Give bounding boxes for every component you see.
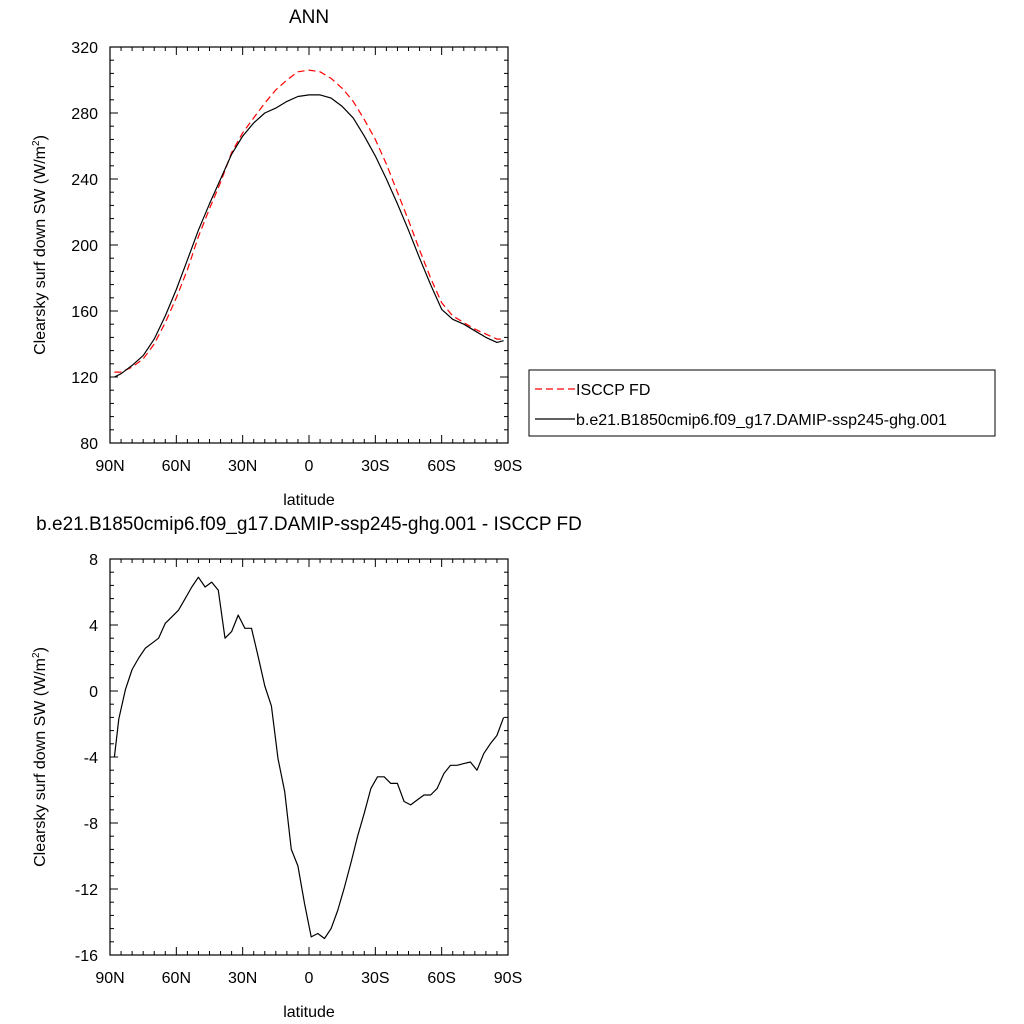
bot-x-tick-label: 60S [427, 970, 455, 987]
top-x-tick-label: 60S [427, 458, 455, 475]
bot-y-tick-label: -8 [84, 816, 98, 833]
top-x-tick-label: 0 [305, 458, 314, 475]
bot-x-tick-label: 90N [95, 970, 124, 987]
bot-y-tick-label: 4 [89, 618, 98, 635]
top-y-tick-label: 240 [71, 172, 98, 189]
top-y-tick-label: 200 [71, 238, 98, 255]
bottom-y-axis-label-main: Clearsky surf down SW (W/m [32, 658, 49, 867]
bot-x-tick-label: 30S [361, 970, 389, 987]
top-series-lines [114, 69, 504, 378]
bottom-x-tick-labels: 90N 60N 30N 0 30S 60S 90S [95, 970, 522, 987]
top-y-axis-label: Clearsky surf down SW (W/m2) [31, 135, 49, 355]
bottom-y-tick-labels: -16 -12 -8 -4 0 4 8 [75, 552, 98, 965]
top-y-axis-label-sup: 2 [31, 140, 42, 146]
top-y-tick-label: 280 [71, 106, 98, 123]
legend-label-model: b.e21.B1850cmip6.f09_g17.DAMIP-ssp245-gh… [576, 412, 947, 429]
bottom-x-axis-label: latitude [283, 1004, 335, 1021]
top-panel: ANN 80 120 160 200 240 280 320 90N 60N 30N 0 30S 60… [31, 7, 996, 509]
bottom-y-axis-label-sup: 2 [31, 652, 42, 658]
top-y-tick-label: 320 [71, 40, 98, 57]
top-series-isccp-fd-line [114, 69, 504, 373]
top-x-tick-labels: 90N 60N 30N 0 30S 60S 90S [95, 458, 522, 475]
bot-x-tick-label: 90S [494, 970, 522, 987]
legend: ISCCP FD b.e21.B1850cmip6.f09_g17.DAMIP-… [528, 369, 996, 437]
top-y-axis-label-main: Clearsky surf down SW (W/m [32, 146, 49, 355]
top-chart-title: ANN [289, 7, 329, 28]
bot-x-tick-label: 60N [162, 970, 191, 987]
top-axis-ticks [109, 46, 509, 444]
bottom-axis-ticks [109, 558, 509, 956]
bot-y-tick-label: -12 [75, 882, 98, 899]
top-x-tick-label: 90N [95, 458, 124, 475]
bot-y-tick-label: -16 [75, 948, 98, 965]
bottom-chart-title: b.e21.B1850cmip6.f09_g17.DAMIP-ssp245-gh… [36, 514, 582, 535]
top-y-tick-label: 80 [80, 436, 98, 453]
legend-label-isccp-fd: ISCCP FD [576, 382, 650, 399]
top-x-tick-label: 90S [494, 458, 522, 475]
legend-box [528, 369, 996, 437]
top-y-tick-label: 120 [71, 370, 98, 387]
top-plot-frame [109, 46, 509, 444]
bot-series-model-line [113, 576, 505, 940]
bottom-y-axis-label-close: ) [32, 647, 49, 652]
bottom-panel: b.e21.B1850cmip6.f09_g17.DAMIP-ssp245-gh… [31, 514, 582, 1021]
top-x-tick-label: 30N [228, 458, 257, 475]
bot-x-tick-label: 0 [305, 970, 314, 987]
bot-x-tick-label: 30N [228, 970, 257, 987]
bottom-series-lines [113, 576, 505, 940]
bot-y-tick-label: -4 [84, 750, 98, 767]
bot-y-tick-label: 8 [89, 552, 98, 569]
bot-y-tick-label: 0 [89, 684, 98, 701]
top-y-tick-labels: 80 120 160 200 240 280 320 [71, 40, 98, 453]
top-plot-border [109, 46, 509, 444]
bottom-y-axis-label: Clearsky surf down SW (W/m2) [31, 647, 49, 867]
top-x-tick-label: 30S [361, 458, 389, 475]
top-series-model-line [114, 94, 504, 378]
top-x-tick-label: 60N [162, 458, 191, 475]
top-x-axis-label: latitude [283, 492, 335, 509]
top-y-tick-label: 160 [71, 304, 98, 321]
top-y-axis-label-close: ) [32, 135, 49, 140]
